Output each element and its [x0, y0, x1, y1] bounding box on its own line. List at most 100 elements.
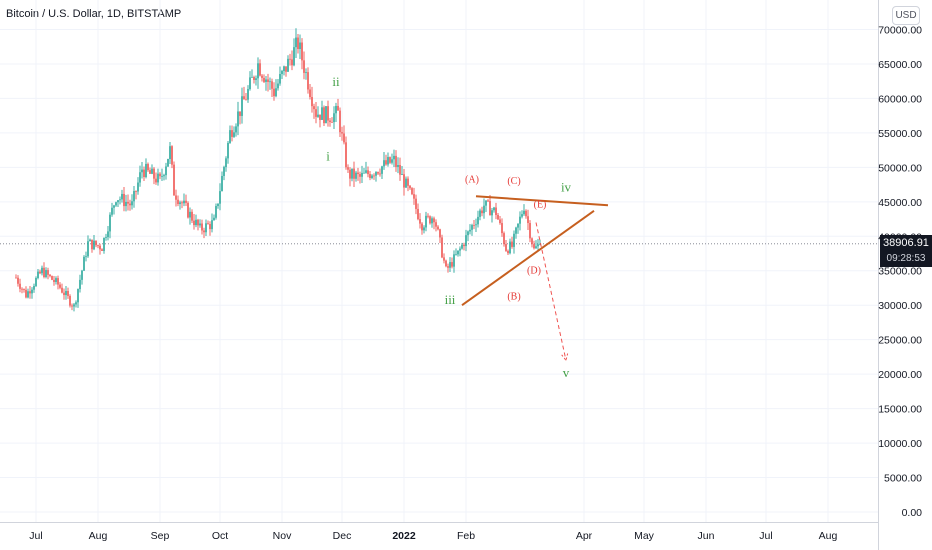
candle: [139, 165, 141, 187]
candle: [451, 257, 453, 269]
candle: [85, 251, 87, 262]
currency-selector-button[interactable]: USD: [892, 6, 920, 25]
candle: [495, 202, 497, 220]
candle-body: [433, 218, 435, 223]
candle: [149, 167, 151, 175]
candle: [383, 151, 385, 170]
candle-body: [149, 170, 151, 174]
candle-body: [245, 99, 247, 101]
candle-body: [67, 290, 69, 296]
candle-body: [461, 244, 463, 249]
candle: [535, 240, 537, 249]
candle: [93, 235, 95, 251]
candle-body: [511, 241, 513, 247]
candle-body: [335, 105, 337, 114]
candle-body: [453, 254, 455, 267]
candle: [201, 219, 203, 235]
candle: [211, 213, 213, 233]
candle-body: [229, 130, 231, 143]
candle-body: [133, 191, 135, 202]
candle-body: [459, 248, 461, 251]
candle-body: [371, 175, 373, 178]
candle-body: [191, 211, 193, 221]
candle-body: [203, 230, 205, 233]
candle-body: [319, 114, 321, 120]
candle: [435, 219, 437, 232]
candle-body: [109, 214, 111, 232]
candle: [115, 201, 117, 207]
candle: [285, 66, 287, 77]
candle-body: [291, 59, 293, 66]
candle: [307, 67, 309, 94]
candle-body: [375, 172, 377, 176]
candle: [97, 244, 99, 249]
candle-body: [15, 277, 17, 279]
candle: [397, 157, 399, 174]
candle-body: [339, 110, 341, 133]
candle: [87, 235, 89, 258]
candle: [537, 238, 539, 251]
price-tick-label: 60000.00: [878, 93, 922, 105]
candle-body: [83, 256, 85, 271]
candle: [283, 65, 285, 76]
candle: [227, 140, 229, 164]
candle-body: [283, 66, 285, 71]
candle-body: [97, 245, 99, 247]
candle-body: [167, 159, 169, 167]
candle: [57, 275, 59, 290]
candle: [337, 98, 339, 111]
candle-body: [41, 267, 43, 274]
candle-body: [129, 203, 131, 206]
candle-body: [477, 216, 479, 225]
candle-body: [403, 174, 405, 188]
candle: [269, 77, 271, 90]
candle-body: [17, 277, 19, 284]
candle: [325, 106, 327, 124]
chart-grid: [0, 0, 879, 550]
candle: [109, 212, 111, 239]
candle-body: [57, 278, 59, 285]
candle: [509, 238, 511, 255]
candle-body: [213, 217, 215, 221]
candle-body: [111, 207, 113, 215]
candle-body: [263, 77, 265, 82]
candle-body: [313, 106, 315, 110]
candle-body: [93, 240, 95, 250]
candle: [229, 125, 231, 144]
candle-body: [405, 178, 407, 188]
candle-body: [523, 210, 525, 215]
candle: [287, 55, 289, 73]
candle: [125, 194, 127, 212]
candle: [25, 286, 27, 299]
candle-body: [37, 271, 39, 278]
candle-body: [19, 283, 21, 289]
candle-body: [29, 291, 31, 294]
candle: [281, 69, 283, 79]
candle: [235, 123, 237, 137]
candle-body: [307, 72, 309, 90]
candle: [527, 209, 529, 230]
candle: [103, 237, 105, 254]
time-tick-label: Jun: [698, 530, 715, 542]
candle-body: [51, 276, 53, 280]
time-axis: Jul Aug Sep Oct Nov Dec 2022 Feb Apr May Jun Jul Aug: [29, 530, 837, 542]
time-tick-label: Aug: [819, 530, 838, 542]
candle-body: [89, 239, 91, 242]
candle-body: [221, 175, 223, 192]
candle-body: [365, 170, 367, 173]
candle-body: [469, 229, 471, 232]
projection-arrow-line: [535, 222, 567, 361]
candle-body: [55, 278, 57, 282]
candle-body: [211, 220, 213, 230]
candle-body: [207, 223, 209, 225]
candle: [497, 212, 499, 220]
candle-body: [205, 223, 207, 233]
candle: [507, 249, 509, 255]
candle-body: [531, 238, 533, 245]
candle-body: [303, 60, 305, 73]
candle: [177, 195, 179, 207]
candle-body: [455, 254, 457, 256]
candle: [377, 171, 379, 175]
candle: [341, 126, 343, 141]
